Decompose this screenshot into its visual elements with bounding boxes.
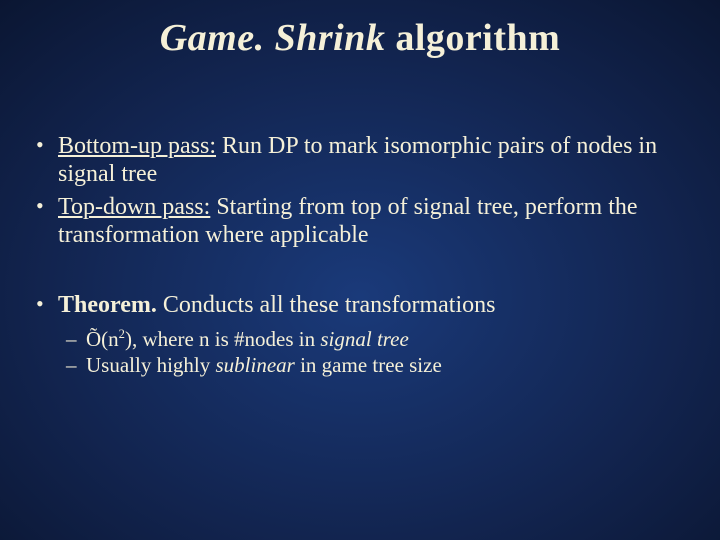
bullet-2: Top-down pass: Starting from top of sign… xyxy=(30,193,690,250)
slide-body: Bottom-up pass: Run DP to mark isomorphi… xyxy=(0,60,720,378)
bullet-list: Bottom-up pass: Run DP to mark isomorphi… xyxy=(30,132,690,378)
sub-2: Usually highly sublinear in game tree si… xyxy=(58,352,690,378)
bullet-3-text: Conducts all these transformations xyxy=(157,292,496,318)
sub-2-pre: Usually highly xyxy=(86,353,216,377)
sub-1-pre: Õ(n xyxy=(86,327,119,351)
sub-1-post: ), where n is #nodes in xyxy=(125,327,320,351)
bullet-1-label: Bottom-up pass: xyxy=(58,133,216,159)
bullet-2-label: Top-down pass: xyxy=(58,194,210,220)
bullet-3: Theorem. Conducts all these transformati… xyxy=(30,291,690,378)
bullet-3-label: Theorem. xyxy=(58,292,157,318)
sub-2-post: in game tree size xyxy=(295,353,442,377)
bullet-1: Bottom-up pass: Run DP to mark isomorphi… xyxy=(30,132,690,189)
slide-title: Game. Shrink algorithm xyxy=(0,0,720,60)
sub-2-ital: sublinear xyxy=(216,353,295,377)
sub-1-ital: signal tree xyxy=(320,327,408,351)
sub-list: Õ(n2), where n is #nodes in signal tree … xyxy=(58,326,690,379)
title-rest: algorithm xyxy=(385,17,560,59)
sub-1: Õ(n2), where n is #nodes in signal tree xyxy=(58,326,690,352)
title-italic: Game. Shrink xyxy=(160,17,386,59)
